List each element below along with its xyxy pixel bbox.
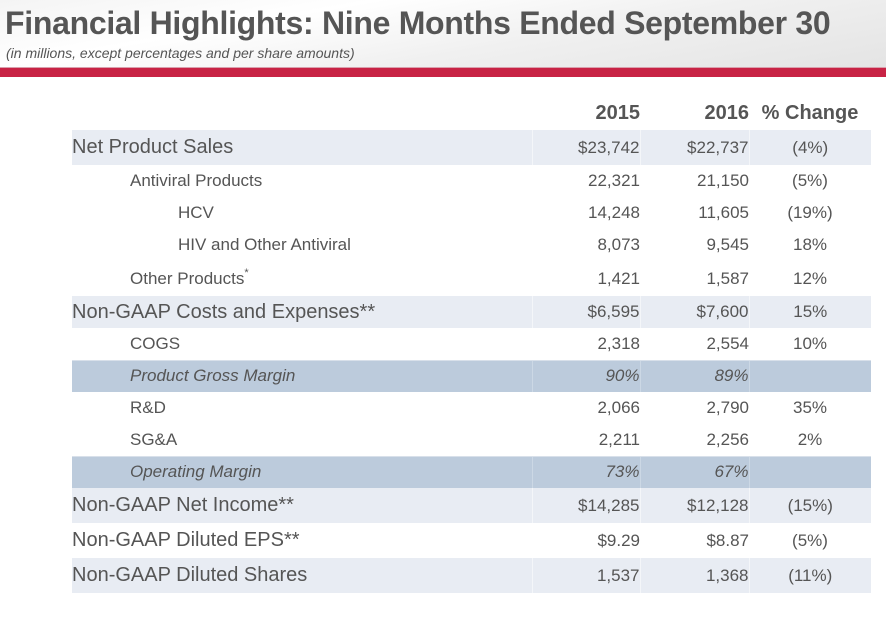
value-2015: 73% (531, 455, 640, 488)
table-row: SG&A 2,211 2,256 2% (72, 424, 871, 456)
row-label: HIV and Other Antiviral (178, 235, 351, 254)
table-row: Non-GAAP Diluted EPS** $9.29 $8.87 (5%) (72, 523, 871, 558)
table-row: Non-GAAP Net Income** $14,285 $12,128 (1… (72, 488, 871, 523)
table-row: HIV and Other Antiviral 8,073 9,545 18% (72, 229, 871, 261)
row-label: Non-GAAP Net Income** (72, 488, 532, 523)
slide-title: Financial Highlights: Nine Months Ended … (5, 5, 831, 41)
value-2015: 14,248 (588, 203, 640, 222)
financial-highlights-table: 2015 2016 % Change Net Product Sales $23… (72, 96, 871, 593)
value-change: 10% (792, 333, 828, 353)
table-row: R&D 2,066 2,790 35% (72, 392, 871, 424)
value-2016: 2,554 (706, 333, 749, 353)
row-label: R&D (130, 398, 166, 417)
row-label: SG&A (130, 429, 178, 449)
value-2016: 1,368 (639, 558, 749, 593)
table-header-row: 2015 2016 % Change (72, 96, 871, 130)
value-2016: 2,790 (706, 398, 749, 417)
value-change: 15% (748, 296, 871, 328)
header-2015: 2015 (595, 101, 641, 124)
table-row: Operating Margin 73% 67% (72, 455, 871, 488)
value-2016: $7,600 (639, 296, 749, 328)
value-2016: $12,128 (639, 488, 749, 523)
table-row: Antiviral Products 22,321 21,150 (5%) (72, 165, 871, 197)
footnote-marker: * (244, 266, 249, 279)
value-change: 35% (792, 398, 828, 417)
value-change: (5%) (792, 171, 828, 190)
value-change: (11%) (748, 558, 871, 593)
row-label: HCV (178, 203, 214, 222)
value-2015: 1,537 (531, 558, 640, 593)
value-2016: 9,545 (706, 235, 749, 254)
value-2015: 2,211 (598, 429, 640, 449)
value-2016: $22,737 (639, 130, 749, 165)
header-change: % Change (761, 101, 859, 124)
row-label: Non-GAAP Costs and Expenses** (72, 296, 532, 328)
row-label: COGS (130, 333, 181, 353)
value-change: (15%) (748, 488, 871, 523)
row-label-cell: Other Products* (72, 261, 532, 296)
row-label: Non-GAAP Diluted EPS** (72, 529, 300, 551)
value-2015: 90% (531, 359, 640, 392)
value-2016: 2,256 (706, 429, 749, 449)
row-label: Other Products (130, 268, 245, 288)
value-change: 12% (792, 268, 828, 288)
value-2016: 67% (639, 455, 749, 488)
table-row: COGS 2,318 2,554 10% (72, 328, 871, 360)
value-change: (5%) (792, 530, 828, 550)
value-change (748, 359, 871, 392)
value-2015: 2,066 (597, 398, 640, 417)
row-label: Product Gross Margin (72, 359, 532, 392)
table-row: Net Product Sales $23,742 $22,737 (4%) (72, 130, 871, 165)
value-change: 18% (792, 235, 828, 254)
value-change: (19%) (787, 203, 833, 222)
value-change: (4%) (748, 130, 871, 165)
header-label (72, 96, 532, 130)
slide-subtitle: (in millions, except percentages and per… (6, 45, 355, 61)
table-row: Other Products* 1,421 1,587 12% (72, 261, 871, 296)
value-2015: 22,321 (588, 171, 640, 190)
row-label: Net Product Sales (72, 130, 532, 165)
row-label: Non-GAAP Diluted Shares (72, 558, 532, 593)
value-2016: 1,587 (706, 268, 749, 288)
value-2015: $14,285 (531, 488, 640, 523)
table-row: Non-GAAP Costs and Expenses** $6,595 $7,… (72, 296, 871, 328)
table-row: HCV 14,248 11,605 (19%) (72, 197, 871, 229)
value-2015: 2,318 (597, 333, 640, 353)
table-row: Product Gross Margin 90% 89% (72, 359, 871, 392)
row-label: Operating Margin (72, 455, 532, 488)
value-2015: $9.29 (597, 530, 640, 550)
slide-header: Financial Highlights: Nine Months Ended … (0, 0, 886, 67)
value-2015: 8,073 (597, 235, 640, 254)
value-2015: $23,742 (531, 130, 640, 165)
value-2016: $8.87 (706, 530, 749, 550)
value-change: 2% (797, 429, 823, 449)
table-row: Non-GAAP Diluted Shares 1,537 1,368 (11%… (72, 558, 871, 593)
value-2016: 11,605 (698, 203, 749, 222)
row-label: Antiviral Products (130, 171, 263, 190)
header-2016: 2016 (704, 101, 750, 124)
value-2015: $6,595 (531, 296, 640, 328)
value-change (748, 455, 871, 488)
value-2016: 89% (639, 359, 749, 392)
value-2016: 21,150 (697, 171, 749, 190)
value-2015: 1,421 (597, 268, 640, 288)
accent-bar (0, 67, 886, 77)
